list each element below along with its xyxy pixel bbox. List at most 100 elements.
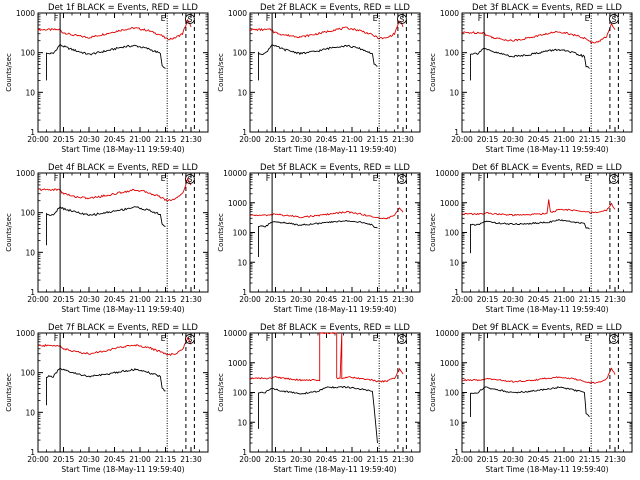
marker-label-s: S	[612, 15, 617, 24]
y-tick-label: 1000	[16, 329, 35, 338]
x-tick-label: 21:00	[553, 295, 575, 304]
x-axis-label: Start Time (18-May-11 19:59:40)	[485, 465, 608, 474]
marker-label-f: F	[478, 174, 483, 183]
detector-panel: Det 6f BLACK = Events, RED = LLD Counts/s…	[429, 163, 633, 314]
marker-label-e: E	[161, 174, 166, 183]
marker-label-f: F	[54, 174, 59, 183]
events-series-line	[46, 206, 166, 246]
plot-frame	[249, 172, 421, 293]
x-tick-label: 20:45	[316, 295, 338, 304]
y-tick-label: 1	[30, 128, 35, 137]
x-tick-label: 21:15	[367, 295, 389, 304]
y-axis-label: Counts/sec	[217, 53, 225, 92]
detector-panel: Det 5f BLACK = Events, RED = LLD Counts/s…	[217, 163, 421, 314]
detector-panel: Det 8f BLACK = Events, RED = LLD Counts/s…	[217, 323, 421, 474]
x-tick-label: 20:45	[104, 455, 126, 464]
marker-label-e: E	[585, 334, 590, 343]
x-tick-label: 21:15	[579, 295, 601, 304]
x-tick-label: 21:30	[604, 135, 626, 144]
x-tick-label: 21:30	[604, 455, 626, 464]
x-tick-label: 20:45	[316, 135, 338, 144]
plot-frame	[461, 332, 633, 453]
x-tick-label: 21:00	[129, 295, 151, 304]
marker-label-e: E	[373, 14, 378, 23]
x-axis-label: Start Time (18-May-11 19:59:40)	[273, 465, 396, 474]
x-tick-label: 21:00	[129, 135, 151, 144]
marker-label-s: S	[188, 335, 193, 344]
x-tick-label: 20:15	[477, 455, 499, 464]
detector-panel: Det 2f BLACK = Events, RED = LLD Counts/s…	[217, 3, 421, 154]
x-axis-label: Start Time (18-May-11 19:59:40)	[485, 305, 608, 314]
x-tick-label: 20:15	[265, 455, 287, 464]
marker-circle-s	[184, 14, 195, 24]
x-tick-label: 21:00	[341, 455, 363, 464]
y-axis-label: Counts/sec	[217, 213, 225, 252]
x-axis-label: Start Time (18-May-11 19:59:40)	[485, 145, 608, 154]
y-tick-label: 1	[454, 288, 459, 297]
marker-label-s: S	[188, 175, 193, 184]
x-tick-label: 21:30	[392, 455, 414, 464]
x-tick-label: 21:30	[180, 135, 202, 144]
chart-title: Det 2f BLACK = Events, RED = LLD	[260, 3, 410, 13]
chart-title: Det 3f BLACK = Events, RED = LLD	[472, 3, 622, 13]
x-axis-label: Start Time (18-May-11 19:59:40)	[61, 145, 184, 154]
x-tick-label: 20:30	[290, 295, 312, 304]
marker-label-e: E	[161, 334, 166, 343]
events-series-line	[258, 386, 378, 444]
x-tick-label: 21:30	[180, 295, 202, 304]
x-tick-label: 20:00	[451, 135, 473, 144]
y-axis-label: Counts/sec	[217, 373, 225, 412]
y-axis-label: Counts/sec	[5, 53, 13, 92]
marker-label-s: S	[612, 175, 617, 184]
y-tick-label: 1000	[228, 9, 247, 18]
x-tick-label: 21:30	[180, 455, 202, 464]
marker-circle-s	[396, 14, 407, 24]
plot-frame	[37, 332, 209, 453]
y-tick-label: 10000	[435, 169, 459, 178]
lld-series-line	[249, 331, 404, 383]
marker-circle-s	[396, 334, 407, 344]
lld-series-line	[461, 199, 616, 217]
lld-series-line	[250, 20, 404, 40]
x-tick-label: 20:15	[265, 295, 287, 304]
y-tick-label: 1000	[440, 199, 459, 208]
lld-series-line	[38, 336, 192, 357]
events-series-line	[258, 43, 378, 81]
lld-series-line	[462, 22, 616, 44]
marker-label-f: F	[266, 174, 271, 183]
x-tick-label: 20:30	[78, 455, 100, 464]
x-tick-label: 21:00	[341, 135, 363, 144]
y-tick-label: 100	[233, 49, 248, 58]
marker-circle-s	[608, 174, 619, 184]
events-series-line	[46, 367, 166, 406]
marker-circle-s	[608, 14, 619, 24]
x-tick-label: 20:30	[78, 295, 100, 304]
events-series-line	[470, 218, 590, 254]
x-tick-label: 20:45	[528, 135, 550, 144]
x-tick-label: 20:30	[78, 135, 100, 144]
x-tick-label: 20:15	[477, 135, 499, 144]
detector-panel: Det 7f BLACK = Events, RED = LLD Counts/s…	[5, 323, 209, 474]
y-axis-label: Counts/sec	[429, 53, 437, 92]
marker-label-s: S	[400, 15, 405, 24]
lld-series-line	[249, 207, 404, 220]
x-tick-label: 20:15	[265, 135, 287, 144]
events-series-line	[46, 44, 166, 81]
x-tick-label: 20:00	[239, 455, 261, 464]
x-tick-label: 21:30	[604, 295, 626, 304]
y-tick-label: 1	[242, 288, 247, 297]
chart-title: Det 5f BLACK = Events, RED = LLD	[260, 163, 410, 173]
plot-frame	[461, 172, 633, 293]
marker-label-f: F	[478, 334, 483, 343]
y-tick-label: 1000	[228, 199, 247, 208]
x-tick-label: 20:30	[502, 455, 524, 464]
marker-circle-s	[608, 334, 619, 344]
y-tick-label: 100	[21, 369, 36, 378]
detector-panel: Det 1f BLACK = Events, RED = LLD Counts/s…	[5, 3, 209, 154]
x-tick-label: 20:00	[239, 295, 261, 304]
y-tick-label: 10	[25, 408, 35, 417]
y-tick-label: 100	[445, 229, 460, 238]
y-tick-label: 10	[237, 258, 247, 267]
marker-label-f: F	[54, 14, 59, 23]
events-series-line	[470, 47, 590, 81]
